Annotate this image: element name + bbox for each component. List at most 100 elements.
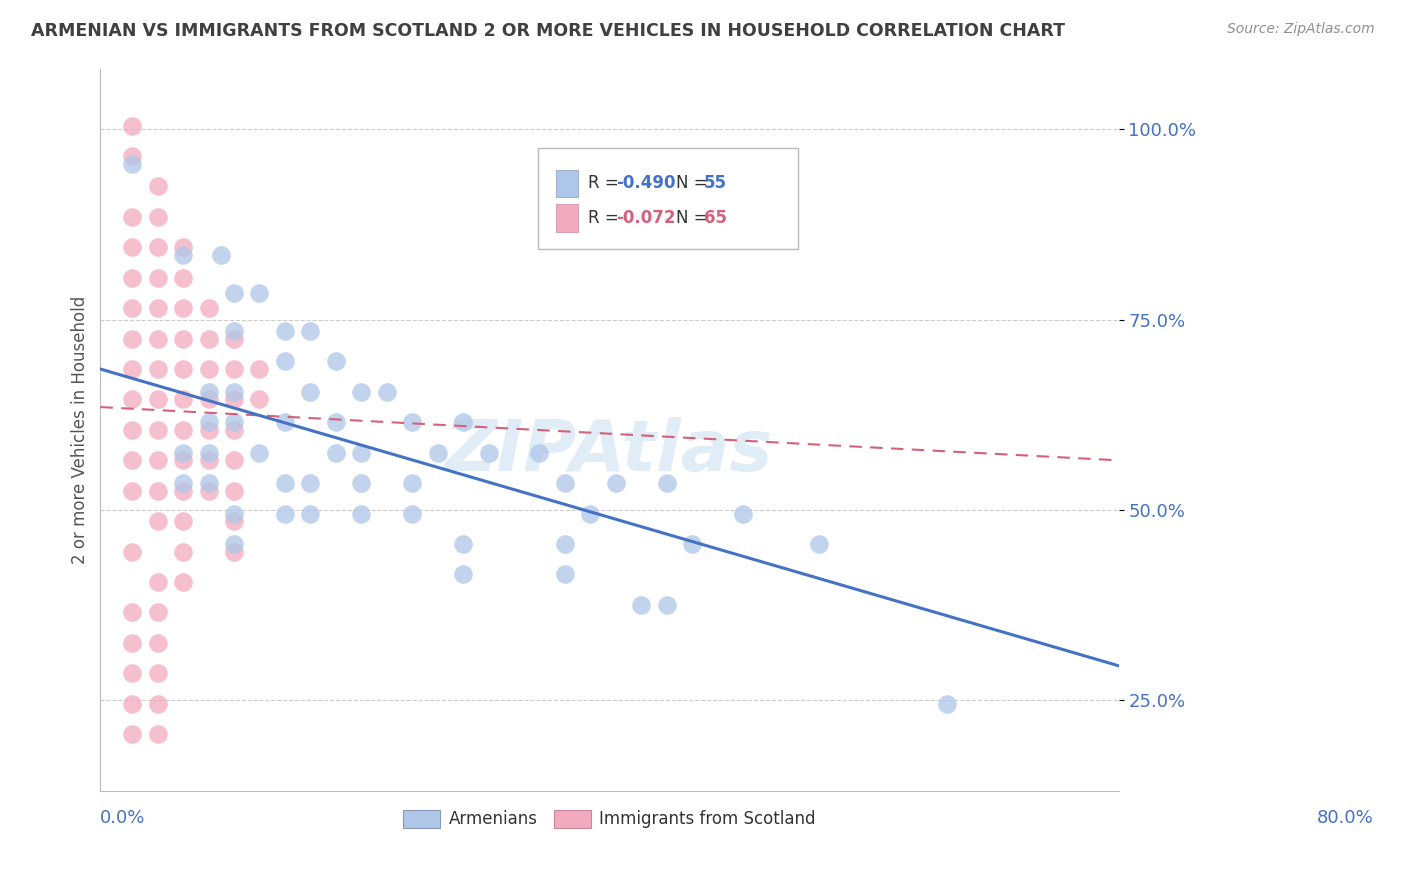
Text: ARMENIAN VS IMMIGRANTS FROM SCOTLAND 2 OR MORE VEHICLES IN HOUSEHOLD CORRELATION: ARMENIAN VS IMMIGRANTS FROM SCOTLAND 2 O…: [31, 22, 1064, 40]
Point: [222, 507, 245, 521]
Point: [299, 324, 322, 338]
Point: [121, 636, 143, 650]
FancyBboxPatch shape: [538, 148, 797, 249]
Point: [146, 392, 169, 407]
Point: [146, 575, 169, 590]
Point: [451, 567, 474, 582]
Text: 55: 55: [704, 175, 727, 193]
Point: [197, 453, 219, 467]
Point: [554, 537, 576, 551]
Point: [655, 476, 678, 491]
Point: [249, 446, 271, 460]
Y-axis label: 2 or more Vehicles in Household: 2 or more Vehicles in Household: [72, 296, 89, 564]
Point: [299, 384, 322, 399]
Point: [172, 453, 194, 467]
Point: [121, 697, 143, 711]
Point: [222, 423, 245, 437]
Point: [350, 476, 373, 491]
Point: [121, 606, 143, 620]
Point: [222, 285, 245, 300]
Point: [172, 392, 194, 407]
Point: [121, 544, 143, 558]
Point: [274, 415, 297, 429]
Point: [172, 240, 194, 254]
Point: [146, 210, 169, 224]
Text: -0.072: -0.072: [617, 209, 676, 227]
Point: [121, 666, 143, 681]
Point: [222, 453, 245, 467]
Text: R =: R =: [588, 209, 624, 227]
Point: [172, 544, 194, 558]
Point: [146, 332, 169, 346]
Point: [350, 384, 373, 399]
Point: [350, 446, 373, 460]
Point: [121, 332, 143, 346]
Point: [121, 727, 143, 741]
Point: [935, 697, 957, 711]
Point: [197, 415, 219, 429]
Point: [274, 324, 297, 338]
Legend: Armenians, Immigrants from Scotland: Armenians, Immigrants from Scotland: [396, 803, 823, 835]
Point: [401, 415, 423, 429]
Point: [733, 507, 755, 521]
Text: 65: 65: [704, 209, 727, 227]
Point: [325, 354, 347, 368]
Point: [274, 507, 297, 521]
Point: [451, 537, 474, 551]
Point: [146, 240, 169, 254]
Point: [222, 483, 245, 498]
Point: [172, 362, 194, 376]
Point: [477, 446, 499, 460]
Point: [146, 423, 169, 437]
Text: R =: R =: [588, 175, 624, 193]
Point: [529, 446, 551, 460]
Point: [630, 598, 652, 612]
Point: [121, 119, 143, 133]
FancyBboxPatch shape: [555, 169, 578, 197]
Point: [222, 415, 245, 429]
Point: [325, 446, 347, 460]
Point: [146, 483, 169, 498]
Point: [375, 384, 398, 399]
Text: 80.0%: 80.0%: [1316, 809, 1374, 828]
Point: [121, 483, 143, 498]
Point: [146, 727, 169, 741]
Point: [681, 537, 703, 551]
Point: [146, 514, 169, 528]
Point: [426, 446, 449, 460]
Point: [197, 392, 219, 407]
Point: [401, 507, 423, 521]
Point: [121, 156, 143, 170]
Point: [325, 415, 347, 429]
Point: [146, 362, 169, 376]
Point: [197, 301, 219, 315]
Point: [172, 476, 194, 491]
Point: [274, 476, 297, 491]
Point: [222, 362, 245, 376]
Point: [350, 507, 373, 521]
Point: [172, 332, 194, 346]
Point: [121, 423, 143, 437]
Point: [172, 575, 194, 590]
Point: [451, 415, 474, 429]
Point: [197, 476, 219, 491]
Text: N =: N =: [676, 209, 713, 227]
Point: [121, 240, 143, 254]
Point: [401, 476, 423, 491]
Point: [222, 537, 245, 551]
Text: ZIPAtlas: ZIPAtlas: [446, 417, 773, 486]
Text: -0.490: -0.490: [617, 175, 676, 193]
Point: [274, 354, 297, 368]
Text: Source: ZipAtlas.com: Source: ZipAtlas.com: [1227, 22, 1375, 37]
Point: [121, 270, 143, 285]
Point: [197, 423, 219, 437]
Point: [121, 453, 143, 467]
Point: [249, 285, 271, 300]
Point: [121, 210, 143, 224]
Point: [197, 362, 219, 376]
Point: [222, 324, 245, 338]
Point: [172, 301, 194, 315]
Point: [808, 537, 831, 551]
Point: [146, 179, 169, 194]
Point: [197, 332, 219, 346]
